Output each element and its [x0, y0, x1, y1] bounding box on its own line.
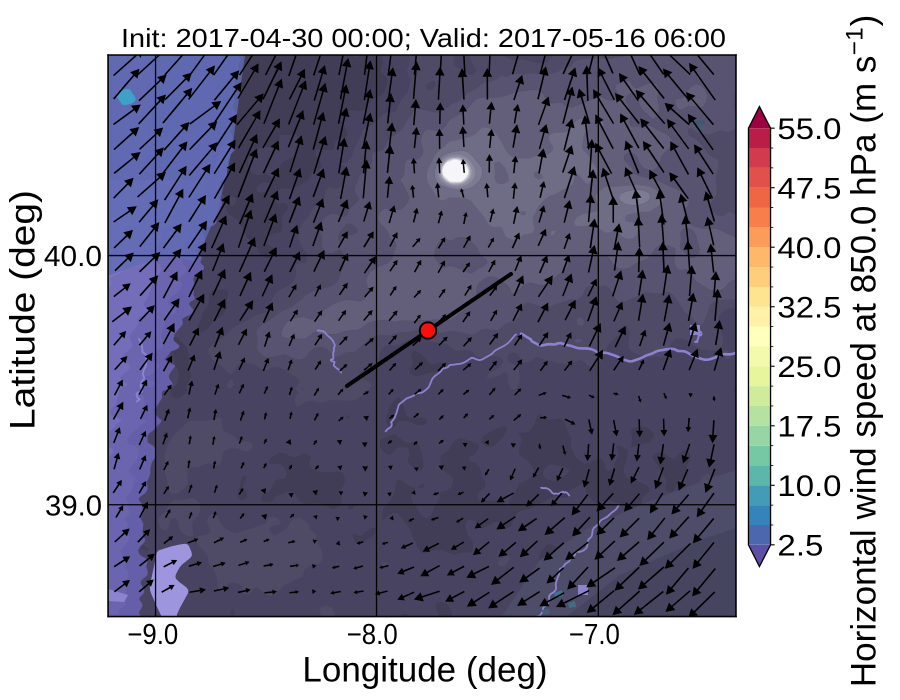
- svg-text:−9.0: −9.0: [127, 619, 178, 651]
- svg-text:Longitude (deg): Longitude (deg): [302, 651, 547, 690]
- svg-text:47.5: 47.5: [777, 173, 841, 206]
- svg-text:10.0: 10.0: [777, 470, 841, 503]
- svg-text:2.5: 2.5: [777, 530, 823, 563]
- svg-text:25.0: 25.0: [777, 351, 841, 384]
- svg-text:−7.0: −7.0: [569, 619, 620, 651]
- svg-text:40.0: 40.0: [777, 232, 841, 265]
- svg-text:40.0: 40.0: [44, 241, 102, 273]
- svg-text:Latitude (deg): Latitude (deg): [3, 190, 42, 430]
- svg-text:−8.0: −8.0: [347, 619, 398, 651]
- svg-text:Init: 2017-04-30 00:00; Valid:: Init: 2017-04-30 00:00; Valid: 2017-05-1…: [121, 23, 726, 53]
- svg-text:55.0: 55.0: [777, 113, 841, 146]
- svg-text:H o r i z: H o r i z o n t a l w i n d s p e e d a …: [842, 8, 884, 687]
- svg-text:32.5: 32.5: [777, 292, 841, 325]
- svg-text:39.0: 39.0: [45, 490, 102, 522]
- svg-text:17.5: 17.5: [777, 411, 841, 444]
